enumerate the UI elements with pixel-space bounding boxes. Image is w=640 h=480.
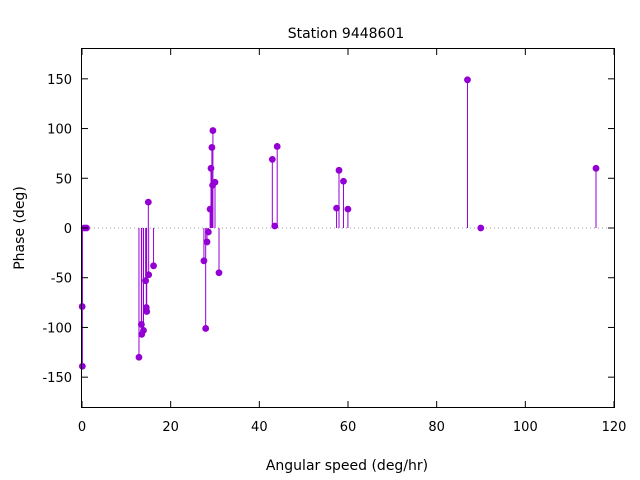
x-tick-label: 0 <box>78 420 86 435</box>
y-tick-label: 50 <box>55 172 72 187</box>
data-point <box>78 303 86 310</box>
data-point <box>464 76 471 84</box>
data-point <box>344 205 352 213</box>
data-point <box>142 277 150 285</box>
data-point <box>207 164 215 172</box>
data-point <box>215 269 223 277</box>
y-tick-label: 100 <box>47 123 72 138</box>
x-axis: 0 20 40 60 80 100 120 <box>78 49 627 435</box>
data-point <box>209 127 217 134</box>
data-point <box>340 177 347 185</box>
y-tick-label: -50 <box>51 272 72 287</box>
data-point <box>268 155 276 163</box>
y-axis: -150 -100 -50 0 50 100 150 <box>42 73 614 386</box>
data-point <box>200 257 208 265</box>
stems-layer <box>81 79 597 367</box>
points-layer <box>78 76 600 370</box>
plot-frame <box>81 48 615 408</box>
data-point <box>335 166 343 174</box>
data-point <box>211 178 219 186</box>
data-point <box>203 238 211 246</box>
data-point <box>150 262 157 270</box>
data-point <box>145 271 153 279</box>
data-point <box>271 222 279 230</box>
data-point <box>140 327 147 334</box>
y-axis-title: Phase (deg) <box>12 186 28 270</box>
chart-title: Station 9448601 <box>288 26 405 42</box>
x-tick-label: 80 <box>428 420 445 435</box>
data-point <box>143 308 151 315</box>
data-point <box>138 321 145 328</box>
data-point <box>78 362 86 370</box>
data-point <box>206 205 214 213</box>
y-tick-label: -100 <box>42 321 72 336</box>
x-tick-label: 20 <box>162 420 179 435</box>
data-point <box>204 228 212 236</box>
x-tick-label: 120 <box>602 420 627 435</box>
data-point <box>477 224 485 232</box>
data-point <box>208 144 216 151</box>
data-point <box>333 204 340 212</box>
y-tick-label: 0 <box>64 222 72 237</box>
x-axis-title: Angular speed (deg/hr) <box>266 458 428 474</box>
data-point <box>202 325 210 332</box>
y-tick-label: -150 <box>42 371 72 386</box>
x-tick-label: 100 <box>513 420 538 435</box>
data-point <box>273 143 281 150</box>
x-tick-label: 40 <box>251 420 268 435</box>
x-tick-label: 60 <box>340 420 357 435</box>
data-point <box>592 164 600 172</box>
data-point <box>135 353 143 361</box>
data-point <box>144 198 152 206</box>
y-tick-label: 150 <box>47 73 72 88</box>
